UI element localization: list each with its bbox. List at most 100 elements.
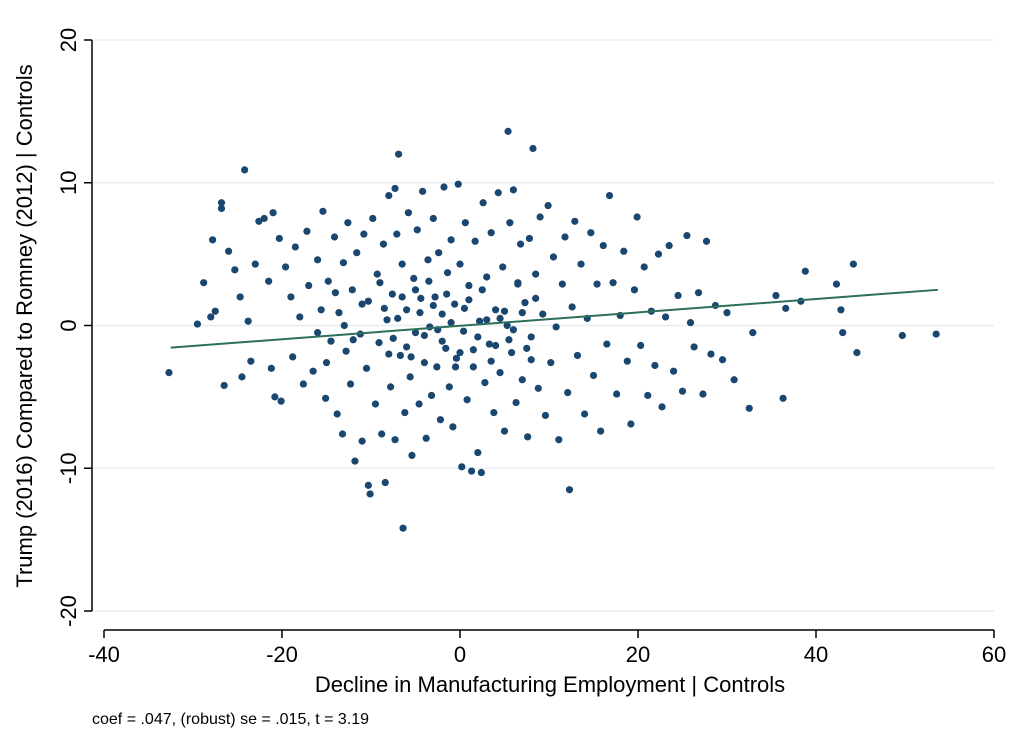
data-point	[627, 420, 635, 428]
data-point	[492, 306, 500, 314]
data-point	[200, 279, 208, 287]
data-point	[524, 433, 532, 441]
data-point	[411, 286, 420, 294]
data-point	[333, 410, 341, 418]
data-point	[346, 380, 355, 388]
data-point	[665, 241, 673, 250]
data-point	[832, 280, 841, 288]
data-point	[749, 329, 757, 337]
data-point	[603, 340, 611, 348]
y-axis-title: Trump (2016) Compared to Romney (2012) |…	[12, 64, 37, 587]
data-point	[552, 323, 560, 331]
data-point	[420, 331, 428, 340]
data-point	[380, 304, 388, 312]
data-point	[555, 436, 563, 444]
x-tick-label: 40	[804, 642, 828, 667]
data-point	[319, 207, 327, 215]
data-point	[410, 274, 418, 282]
data-point	[445, 383, 453, 391]
data-point	[344, 219, 352, 227]
data-point	[500, 427, 509, 435]
data-point	[275, 234, 283, 243]
data-point	[504, 127, 512, 135]
data-point	[475, 317, 484, 325]
data-point	[674, 291, 682, 300]
data-point	[389, 334, 397, 342]
data-point	[512, 398, 520, 407]
data-point	[527, 333, 535, 341]
data-point	[549, 253, 558, 261]
data-point	[508, 349, 516, 357]
data-point	[351, 457, 359, 465]
data-point	[837, 306, 845, 314]
data-point	[349, 336, 357, 344]
data-point	[271, 393, 279, 401]
data-point	[451, 300, 459, 308]
data-point	[932, 330, 940, 338]
data-point	[305, 281, 313, 290]
data-point	[599, 241, 607, 250]
data-point	[251, 260, 259, 268]
x-tick-label: 60	[982, 642, 1006, 667]
data-point	[391, 184, 399, 193]
data-point	[236, 293, 244, 301]
data-point	[589, 371, 598, 380]
data-point	[690, 343, 698, 351]
data-point	[403, 343, 411, 351]
data-point	[433, 363, 441, 371]
data-point	[496, 314, 504, 322]
data-point	[474, 448, 482, 457]
data-point	[683, 231, 691, 240]
data-point	[571, 217, 579, 225]
data-point	[718, 356, 727, 364]
data-point	[500, 307, 509, 315]
data-point	[782, 304, 790, 312]
data-point	[772, 291, 780, 300]
data-point	[443, 269, 452, 277]
data-point	[208, 236, 217, 244]
data-point	[375, 339, 383, 347]
y-tick-label: -10	[56, 452, 81, 484]
data-point	[525, 234, 534, 243]
data-point	[630, 286, 639, 294]
y-tick-label: 20	[56, 28, 81, 52]
data-point	[424, 256, 432, 264]
data-point	[413, 226, 421, 234]
data-point	[745, 404, 753, 412]
data-point	[849, 260, 857, 268]
data-point	[640, 263, 648, 271]
data-point	[587, 229, 595, 237]
data-point	[431, 293, 439, 301]
data-point	[339, 259, 348, 267]
data-point	[436, 416, 445, 424]
data-point	[730, 376, 738, 384]
data-point	[408, 451, 416, 460]
grid-lines	[92, 39, 994, 612]
data-point	[461, 219, 469, 227]
data-point	[678, 387, 687, 395]
data-point	[289, 353, 297, 361]
data-point	[670, 367, 678, 375]
data-point	[442, 344, 450, 352]
data-point	[581, 410, 589, 418]
data-point	[477, 468, 485, 477]
data-point	[277, 397, 285, 405]
x-tick-label: 0	[454, 642, 466, 667]
data-point	[403, 306, 411, 314]
data-point	[299, 380, 307, 388]
data-point	[217, 199, 226, 207]
data-point	[469, 346, 477, 354]
data-point	[651, 361, 659, 370]
data-point	[287, 293, 295, 301]
data-point	[558, 280, 566, 288]
data-point	[238, 373, 246, 381]
data-point	[429, 214, 437, 223]
data-point	[360, 230, 368, 238]
data-point	[449, 423, 457, 431]
data-point	[381, 478, 389, 487]
data-point	[267, 364, 275, 372]
data-point	[415, 400, 423, 408]
y-tick-label: 0	[56, 319, 81, 331]
data-point	[394, 150, 403, 158]
